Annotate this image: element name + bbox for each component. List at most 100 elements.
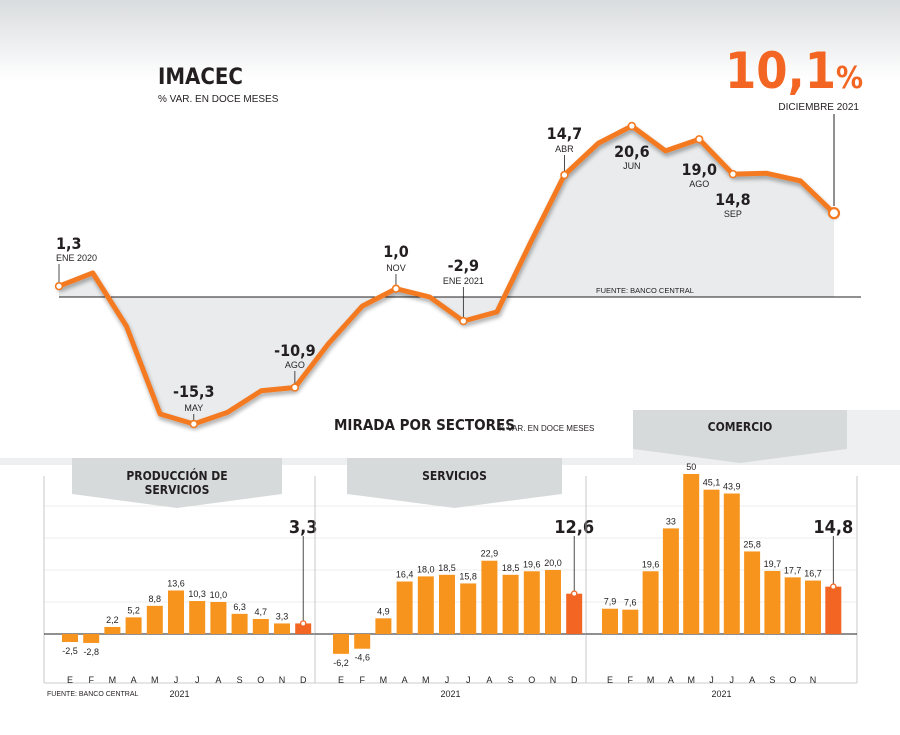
bar-label: -2,5 bbox=[62, 646, 78, 656]
sector-panel-1: SERVICIOS -6,2 E -4,6 F 4,9 M 16,4 A 18,0 M 18,5 J 15… bbox=[314, 458, 594, 699]
bar bbox=[566, 593, 583, 634]
sectors-subtitle: % VAR. EN DOCE MESES bbox=[498, 424, 594, 433]
bar bbox=[146, 605, 163, 634]
label-marker bbox=[391, 284, 401, 293]
category-label: A bbox=[749, 675, 755, 685]
label-value: 19,0 bbox=[681, 160, 717, 179]
label-period: MAY bbox=[184, 403, 203, 413]
label-value: 14,7 bbox=[547, 124, 583, 143]
bar bbox=[805, 580, 821, 634]
sector-panels: PRODUCCIÓN DESERVICIOS-2,5E-2,8F2,2M5,2A… bbox=[43, 410, 858, 699]
category-label: A bbox=[215, 675, 221, 685]
label-value: 14,8 bbox=[715, 190, 751, 209]
top-gradient bbox=[0, 0, 900, 80]
category-label: M bbox=[422, 675, 430, 685]
sector-banner bbox=[633, 410, 847, 463]
label-value: 1,3 bbox=[56, 234, 82, 253]
category-label: D bbox=[571, 675, 578, 685]
category-label: S bbox=[237, 675, 243, 685]
label-marker bbox=[695, 135, 704, 144]
bar-label: -4,6 bbox=[354, 653, 370, 663]
category-label: N bbox=[550, 675, 557, 685]
bar bbox=[744, 551, 761, 634]
label-value: -2,9 bbox=[448, 256, 479, 275]
label-period: ENE 2020 bbox=[56, 253, 97, 263]
year-label: 2021 bbox=[169, 689, 189, 699]
label-period: NOV bbox=[386, 263, 406, 273]
bar-label: 15,8 bbox=[459, 571, 477, 581]
bar-label: 6,3 bbox=[233, 602, 246, 612]
highlight-marker bbox=[299, 620, 307, 627]
highlight-marker bbox=[830, 583, 837, 590]
bar-label: 45,1 bbox=[703, 478, 721, 488]
bar-label: -2,8 bbox=[83, 647, 99, 657]
label-period: SEP bbox=[724, 209, 742, 219]
highlight-number: 10,1 bbox=[725, 42, 836, 100]
category-label: A bbox=[402, 675, 408, 685]
category-label: F bbox=[628, 675, 634, 685]
bar-label: 43,9 bbox=[723, 482, 741, 492]
label-marker bbox=[290, 383, 300, 392]
label-value: -15,3 bbox=[173, 382, 215, 401]
bar bbox=[417, 576, 434, 634]
label-marker bbox=[459, 316, 468, 326]
bar bbox=[375, 618, 392, 634]
category-label: F bbox=[359, 675, 365, 685]
category-label: S bbox=[508, 675, 514, 685]
bar bbox=[125, 617, 142, 634]
bar bbox=[683, 474, 700, 634]
category-label: M bbox=[109, 675, 117, 685]
bar bbox=[396, 581, 413, 634]
bar bbox=[784, 577, 801, 634]
category-label: A bbox=[486, 675, 492, 685]
label-period: AGO bbox=[689, 179, 709, 189]
imacec-label-4: -15,3 MAY bbox=[173, 382, 215, 429]
bar bbox=[104, 626, 121, 634]
imacec-label-10: 1,0 NOV bbox=[383, 242, 409, 293]
bar-label: 20,0 bbox=[544, 558, 562, 568]
label-marker bbox=[728, 169, 738, 179]
category-label: J bbox=[709, 675, 714, 685]
bar bbox=[333, 634, 349, 654]
sector-panel-2: COMERCIO 7,9 E 7,6 F 19,6 M 33 A 50 M 45,1 J 43,9 J 25,… bbox=[585, 410, 858, 699]
bar-label: 33 bbox=[666, 516, 676, 526]
main-title: IMACEC bbox=[158, 65, 243, 90]
category-label: M bbox=[687, 675, 695, 685]
bar bbox=[545, 570, 561, 634]
bar-label: 2,2 bbox=[106, 615, 119, 625]
bar-label: 50 bbox=[686, 462, 696, 472]
bar bbox=[764, 570, 781, 634]
bar bbox=[481, 560, 498, 634]
highlight-marker bbox=[570, 590, 578, 597]
bar-label: 18,0 bbox=[417, 564, 435, 574]
category-label: J bbox=[445, 675, 450, 685]
category-label: E bbox=[338, 675, 344, 685]
bar-label: 19,6 bbox=[642, 559, 660, 569]
bar-label: 4,7 bbox=[255, 607, 268, 617]
label-period: ENE 2021 bbox=[443, 276, 484, 286]
bar bbox=[825, 586, 842, 634]
bar bbox=[703, 489, 720, 634]
bar bbox=[210, 602, 227, 634]
label-period: ABR bbox=[555, 144, 574, 154]
year-label: 2021 bbox=[440, 689, 460, 699]
bar bbox=[602, 608, 618, 634]
sector-banner bbox=[72, 458, 282, 508]
category-label: O bbox=[528, 675, 535, 685]
label-period: JUN bbox=[623, 161, 641, 171]
label-marker bbox=[54, 282, 64, 291]
bar-label: 18,5 bbox=[502, 563, 520, 573]
bar-label: 13,6 bbox=[167, 578, 185, 588]
bar-label: 4,9 bbox=[377, 606, 390, 616]
category-label: J bbox=[195, 675, 200, 685]
bar-label: 7,6 bbox=[624, 598, 637, 608]
label-marker bbox=[189, 419, 198, 429]
category-label: O bbox=[789, 675, 796, 685]
bar bbox=[439, 574, 455, 634]
imacec-end-marker bbox=[827, 207, 841, 220]
